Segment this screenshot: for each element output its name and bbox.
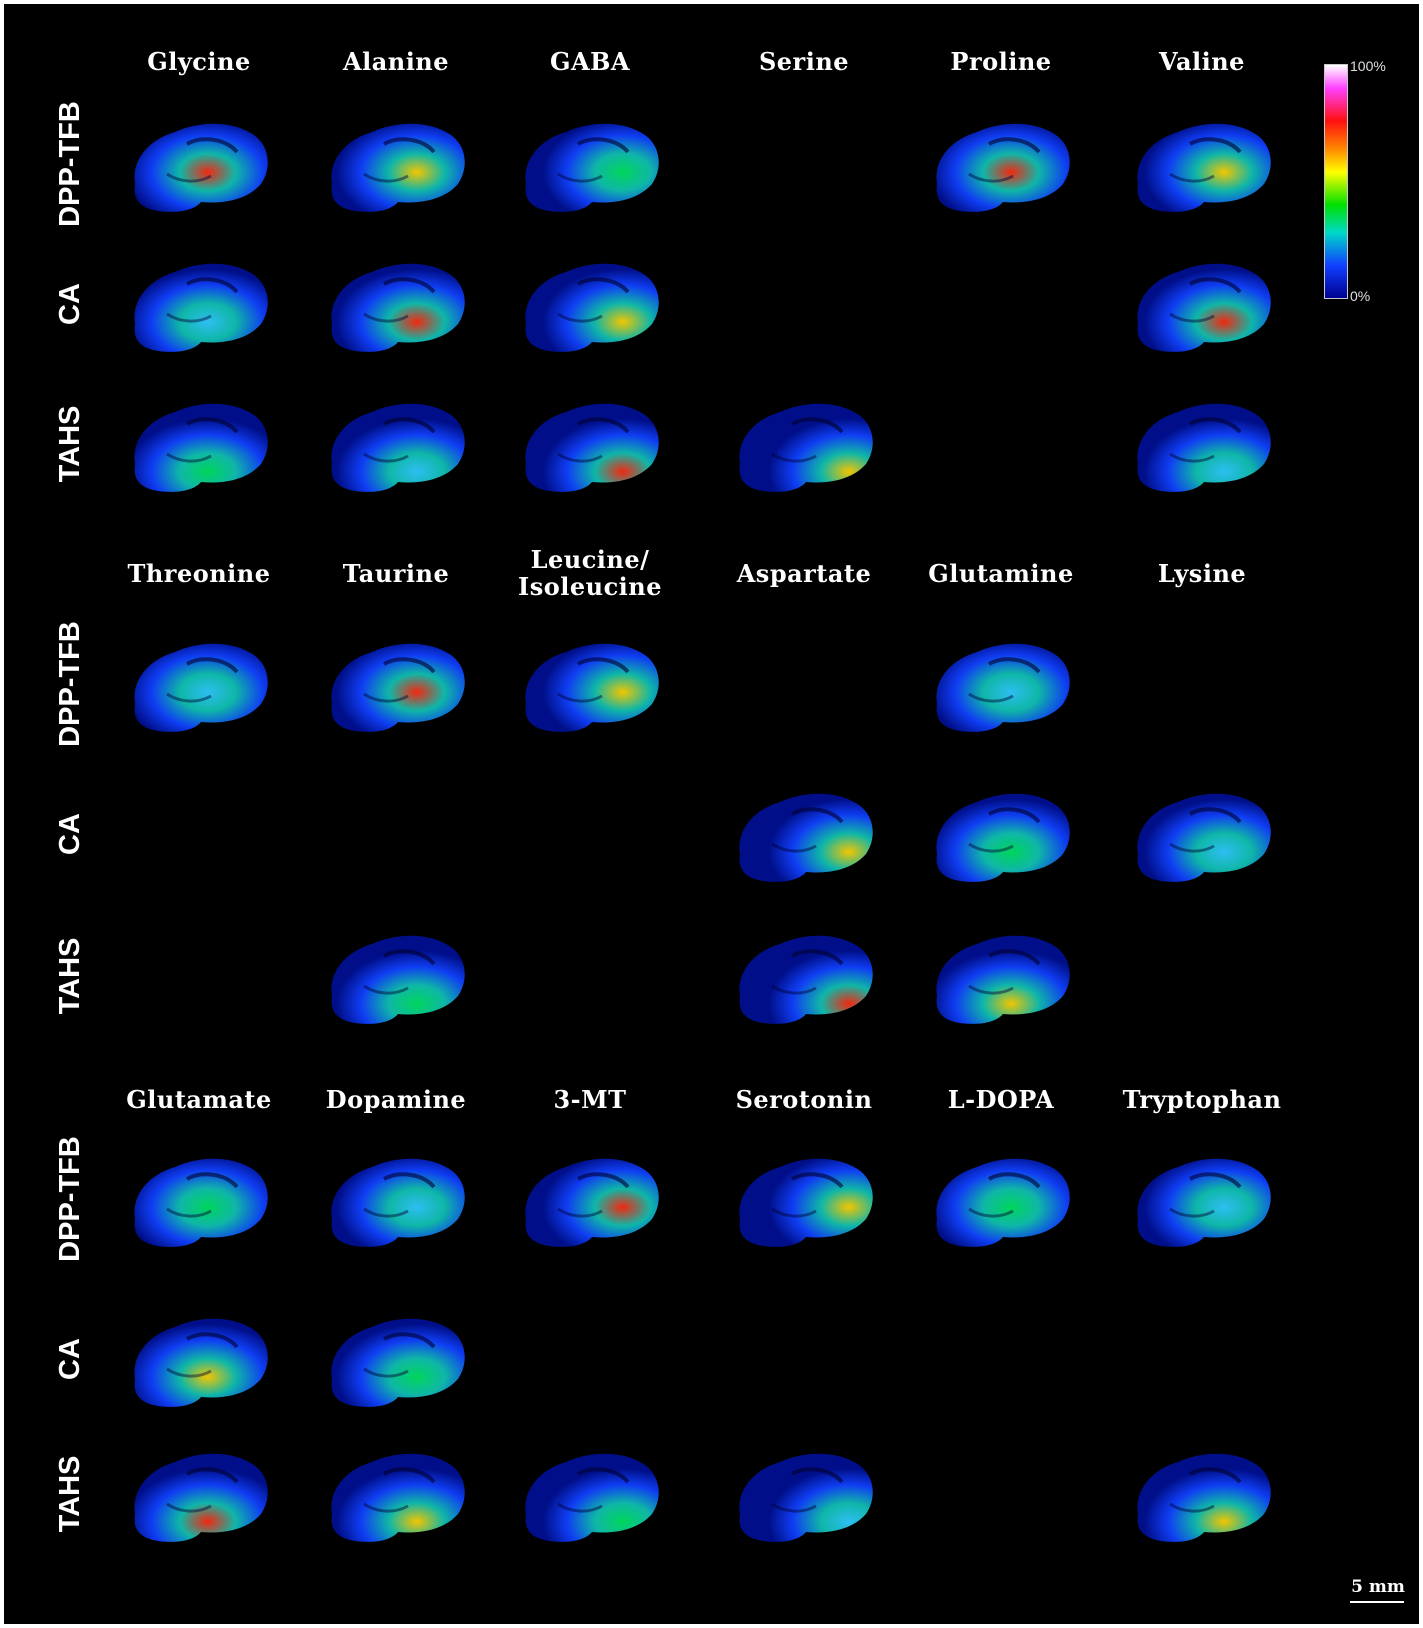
- column-label: Taurine: [342, 559, 450, 588]
- brain-section-image: [732, 394, 882, 498]
- brain-section-image: [127, 114, 277, 218]
- brain-section-image: [929, 1149, 1079, 1253]
- brain-section-image: [732, 1444, 882, 1548]
- column-label: Serine: [758, 47, 850, 76]
- row-label: DPP-TFB: [54, 1136, 86, 1262]
- brain-section-image: [518, 1444, 668, 1548]
- column-label: Threonine: [127, 559, 271, 588]
- brain-section-image: [324, 254, 474, 358]
- brain-section-image: [324, 114, 474, 218]
- brain-section-image: [127, 634, 277, 738]
- brain-section-image: [732, 926, 882, 1030]
- brain-section-image: [1130, 254, 1280, 358]
- column-label: Glutamine: [928, 559, 1074, 588]
- column-label: L-DOPA: [947, 1085, 1055, 1114]
- brain-section-image: [518, 254, 668, 358]
- brain-section-image: [518, 394, 668, 498]
- brain-section-image: [929, 634, 1079, 738]
- column-label: Serotonin: [735, 1085, 873, 1114]
- image-panel: Glycine Alanine GABA Serine Proline Valine DPP…: [4, 4, 1419, 1624]
- row-label: TAHS: [54, 405, 86, 483]
- brain-section-image: [127, 1444, 277, 1548]
- brain-section-image: [324, 1309, 474, 1413]
- brain-section-image: [929, 784, 1079, 888]
- column-label: Glutamate: [126, 1085, 272, 1114]
- row-label: TAHS: [54, 937, 86, 1015]
- intensity-colorbar: [1324, 64, 1348, 299]
- column-label: Aspartate: [736, 559, 872, 588]
- scale-bar-label: 5 mm: [1351, 1577, 1405, 1597]
- column-label: Glycine: [147, 47, 251, 76]
- brain-section-image: [324, 1444, 474, 1548]
- brain-section-image: [1130, 1149, 1280, 1253]
- brain-section-image: [324, 1149, 474, 1253]
- colorbar-min-label: 0%: [1350, 288, 1371, 304]
- brain-section-image: [1130, 784, 1280, 888]
- brain-section-image: [929, 926, 1079, 1030]
- colorbar-max-label: 100%: [1350, 58, 1386, 74]
- brain-section-image: [127, 254, 277, 358]
- column-label: Lysine: [1157, 559, 1247, 588]
- brain-section-image: [518, 1149, 668, 1253]
- brain-section-image: [127, 1309, 277, 1413]
- brain-section-image: [127, 394, 277, 498]
- column-label: GABA: [549, 47, 631, 76]
- brain-section-image: [324, 634, 474, 738]
- brain-section-image: [518, 114, 668, 218]
- brain-section-image: [1130, 394, 1280, 498]
- brain-section-image: [324, 394, 474, 498]
- brain-section-image: [1130, 114, 1280, 218]
- brain-section-image: [518, 634, 668, 738]
- brain-section-image: [1130, 1444, 1280, 1548]
- brain-section-image: [324, 926, 474, 1030]
- scale-bar: [1350, 1601, 1404, 1603]
- column-label: 3-MT: [553, 1085, 627, 1114]
- column-label: Tryptophan: [1122, 1085, 1282, 1114]
- column-label: Valine: [1159, 47, 1245, 76]
- brain-section-image: [732, 1149, 882, 1253]
- brain-section-image: [929, 114, 1079, 218]
- column-label: Alanine: [342, 47, 450, 76]
- column-label: Dopamine: [325, 1085, 467, 1114]
- row-label: TAHS: [54, 1455, 86, 1533]
- column-label: Proline: [950, 47, 1052, 76]
- brain-section-image: [732, 784, 882, 888]
- brain-section-image: [127, 1149, 277, 1253]
- column-label: Leucine/ Isoleucine: [517, 545, 663, 601]
